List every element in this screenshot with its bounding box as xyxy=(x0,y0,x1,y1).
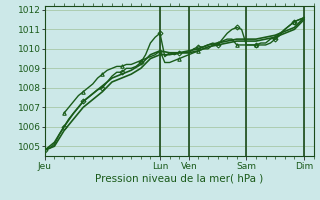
X-axis label: Pression niveau de la mer( hPa ): Pression niveau de la mer( hPa ) xyxy=(95,173,263,183)
